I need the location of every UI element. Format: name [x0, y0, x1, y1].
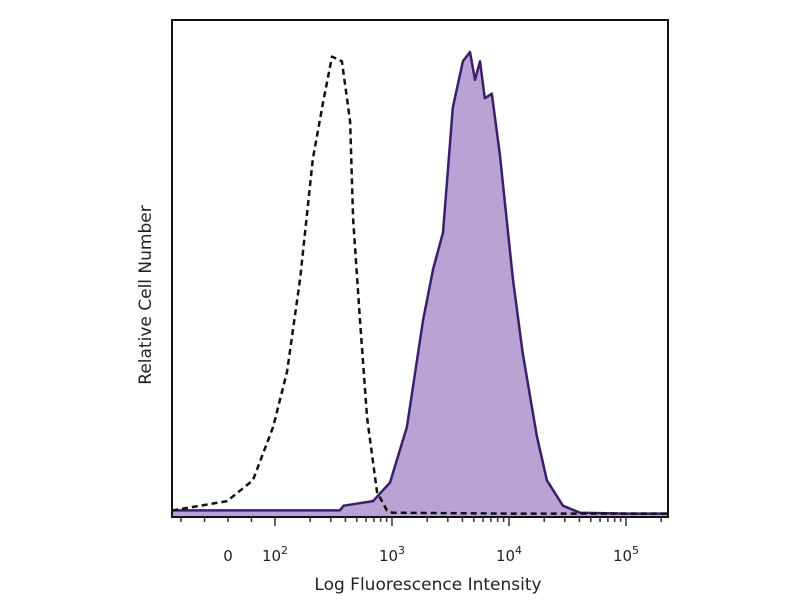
x-tick-label: 102	[262, 544, 288, 565]
stained-histogram-fill	[172, 52, 668, 516]
stained-histogram-outline	[172, 50, 668, 515]
series-layer	[171, 50, 668, 516]
x-tick-label: 104	[496, 544, 522, 565]
plot-frame	[171, 19, 669, 518]
y-axis-label: Relative Cell Number	[136, 205, 156, 384]
x-axis-tick-labels: 0 102 103 104 105	[223, 544, 639, 565]
x-axis-ticks	[180, 517, 662, 526]
x-tick-label: 105	[613, 544, 639, 565]
x-tick-label: 0	[223, 547, 233, 565]
x-tick-label: 103	[379, 544, 405, 565]
x-axis-label: Log Fluorescence Intensity	[314, 575, 541, 595]
control-histogram-dashed	[171, 55, 668, 515]
